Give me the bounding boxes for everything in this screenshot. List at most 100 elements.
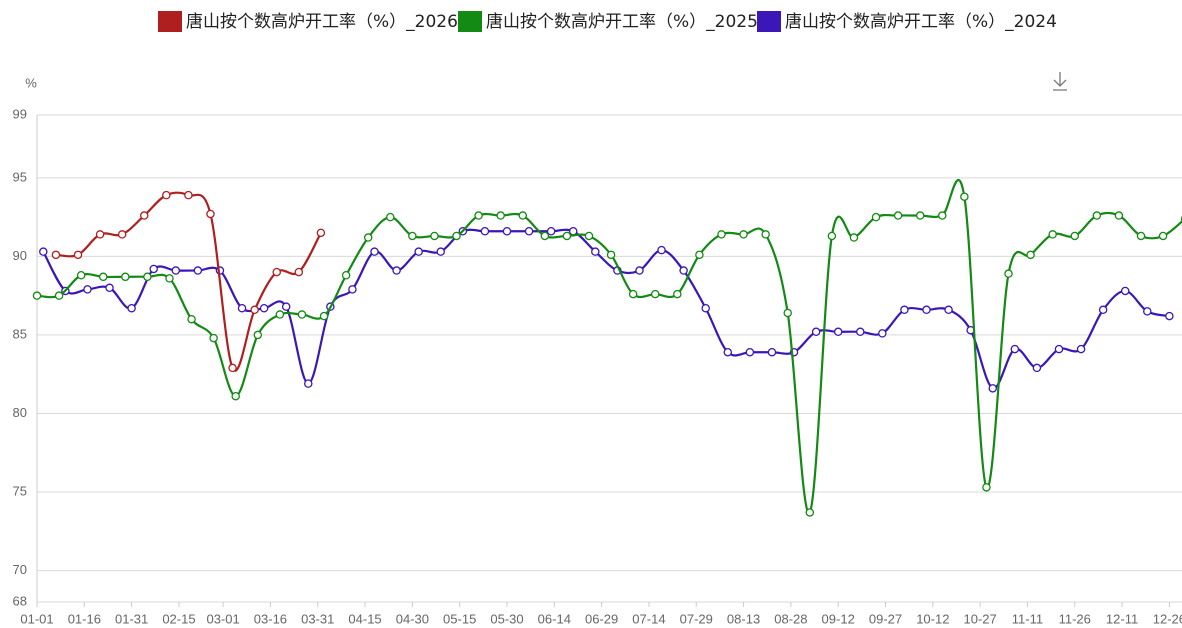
plot-area [32,178,1182,517]
point [206,209,215,219]
x-tick-label: 04-15 [348,611,381,626]
point [584,231,594,241]
point [319,311,329,321]
point [386,212,395,222]
series [39,227,1174,393]
point [591,247,600,256]
point [316,228,326,238]
point [39,247,48,256]
point [348,285,357,294]
series [51,190,326,373]
point [1070,231,1080,241]
x-tick-label: 10-12 [916,611,949,626]
point [673,289,682,299]
legend-label: 唐山按个数高炉开工率（%）_2024 [785,11,1057,32]
point [1120,286,1130,296]
point [250,305,259,315]
point [745,347,755,357]
point [392,266,401,275]
x-tick-label: 01-31 [115,611,148,626]
x-tick-label: 03-16 [254,611,287,626]
point [915,211,925,220]
point [370,247,379,256]
y-tick-label: 80 [13,405,27,420]
point [209,333,218,343]
point [701,303,710,313]
point [54,291,64,300]
point [184,190,193,200]
point [259,303,269,313]
point [73,250,83,260]
point [811,327,821,337]
point [1054,344,1064,354]
download-icon[interactable] [1053,72,1067,91]
point [121,272,130,282]
point [76,270,86,280]
point [1004,269,1013,278]
x-tick-label: 10-27 [964,611,997,626]
point [524,227,534,236]
y-tick-label: 68 [13,593,27,608]
point [1032,363,1042,373]
point [988,384,997,393]
point [568,227,578,236]
point [1165,311,1174,321]
line [42,228,1170,390]
point [139,211,149,220]
point [51,250,61,260]
point [922,305,931,315]
point [1048,230,1057,239]
point [540,231,550,241]
point [717,230,726,239]
point [827,231,837,241]
y-tick-label: 90 [13,248,27,263]
x-tick-label: 12-11 [1106,611,1138,626]
point [83,285,92,294]
point [474,211,483,220]
point [871,212,881,222]
x-tick-label: 03-31 [301,611,334,626]
x-tick-label: 12-26 [1153,611,1182,626]
point [650,289,660,299]
point [105,283,114,293]
point [237,303,247,313]
y-tick-label: 85 [13,326,27,341]
legend-swatch [757,11,781,32]
point [761,230,770,239]
y-unit: % [25,75,37,90]
legend-item[interactable]: 唐山按个数高炉开工率（%）_2024 [757,11,1057,32]
point [304,379,313,388]
legend-label: 唐山按个数高炉开工率（%）_2025 [486,11,758,32]
point [1026,250,1035,260]
legend-item[interactable]: 唐山按个数高炉开工率（%）_2026 [158,11,458,32]
x-tick-label: 07-29 [680,611,713,626]
download-arrow[interactable] [1053,72,1067,91]
point [695,250,704,260]
point [1158,231,1168,241]
x-tick-label: 06-14 [538,611,571,626]
point [562,231,572,241]
point [95,230,105,239]
point [944,305,953,315]
legend-item[interactable]: 唐山按个数高炉开工率（%）_2025 [458,11,758,32]
point [496,211,505,220]
point [480,227,490,236]
point [518,211,528,220]
point [1076,344,1086,354]
point [1010,344,1020,354]
y-tick-label: 70 [13,562,27,577]
point [294,267,304,277]
x-tick-label: 11-26 [1059,611,1091,626]
point [408,231,417,241]
point [606,250,616,260]
point [723,347,733,357]
y-tick-label: 75 [13,483,27,498]
point [767,347,777,357]
point [1143,307,1152,316]
point [982,483,991,492]
y-tick-label: 95 [13,169,27,184]
point [805,508,815,517]
line [55,191,322,372]
